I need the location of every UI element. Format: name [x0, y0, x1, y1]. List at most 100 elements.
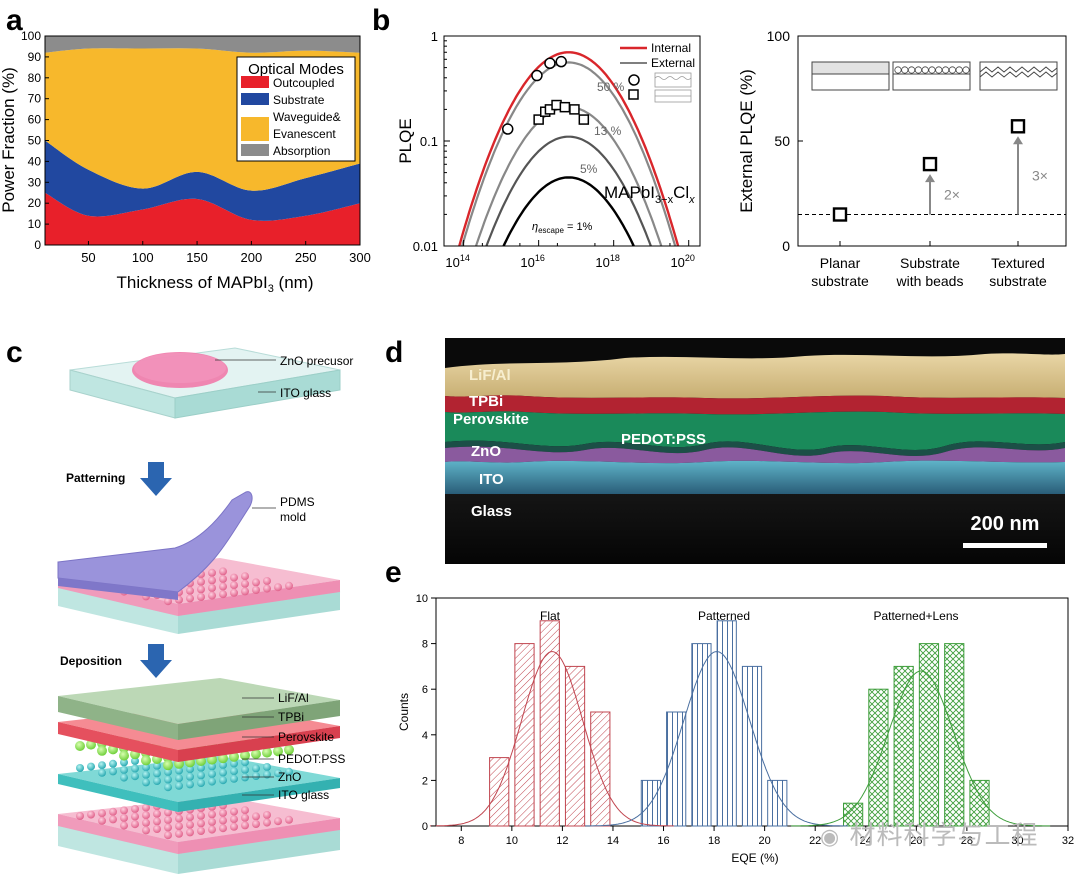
layer-label: Glass [471, 503, 512, 520]
layer-pedot [445, 440, 1065, 456]
stack-labels: LiF/Al TPBi Perovskite PEDOT:PSS ZnO ITO glas… [242, 691, 345, 802]
panel-a-legend-label: Evanescent [273, 127, 336, 141]
curve-1 [460, 61, 677, 246]
panel-c-fabrication-schematic: ZnO precusor ITO glass Patterning PDMS m… [57, 347, 353, 874]
panel-e-bars [489, 620, 990, 827]
panel-b2-category: with beads [896, 273, 964, 289]
panel-letter-d: d [385, 336, 404, 369]
panel-b-legend-internal: Internal [651, 41, 691, 55]
circle-marker [544, 57, 556, 70]
panel-e-xtick: 12 [556, 835, 568, 847]
label-mold: mold [280, 510, 306, 524]
layer-glass [445, 494, 1065, 564]
histogram-bar [514, 643, 535, 827]
panel-b-ytick: 0.1 [420, 134, 438, 149]
panel-a-ytick: 100 [21, 29, 41, 43]
layer-zno [445, 446, 1065, 464]
label-pdms: PDMS [280, 495, 315, 509]
plqe-marker [922, 156, 938, 172]
histogram-bar [564, 665, 586, 827]
stack-label: LiF/Al [278, 691, 309, 705]
fold-label: 2× [944, 186, 960, 202]
layer-lif-al [445, 353, 1065, 399]
panel-a-legend-label: Waveguide& [273, 110, 341, 124]
panel-b2-content: 0 50 100 Planar substrate Substrate with beads… [767, 28, 1066, 289]
panel-letter-c: c [6, 336, 23, 369]
panel-a-ytick: 0 [34, 238, 41, 252]
panel-a-ytick: 30 [28, 175, 42, 189]
stack-label: ZnO [278, 770, 301, 784]
panel-b2-ylabel: External PLQE (%) [737, 69, 756, 213]
panel-b-label-50: 50 % [597, 80, 625, 94]
area-substrate [45, 140, 360, 221]
panel-e-ytick: 8 [422, 639, 428, 651]
panel-e-ytick: 4 [422, 730, 428, 742]
stack-label: TPBi [278, 710, 304, 724]
panel-e-xtick: 14 [607, 835, 619, 847]
panel-letter-e: e [385, 556, 402, 589]
panel-e-ytick: 6 [422, 684, 428, 696]
panel-b-ticks: 1 0.1 0.01 1014 1016 1018 1020 [413, 29, 695, 270]
legend-swatch [241, 76, 269, 88]
panel-e-xtick: 24 [860, 835, 872, 847]
layer-label: LiF/Al [469, 367, 511, 384]
panel-e-xtick: 22 [809, 835, 821, 847]
fit-curve [429, 651, 674, 827]
panel-a-legend-label: Absorption [273, 144, 330, 158]
scale-bar [963, 543, 1047, 548]
panel-a-ytick: 60 [28, 113, 42, 127]
panel-e-fit-curves [429, 651, 1051, 827]
panel-e-xtick: 26 [910, 835, 922, 847]
panel-b2-category: Textured [991, 255, 1045, 271]
panel-b-xtick: 1018 [595, 253, 619, 270]
panel-e-xtick: 20 [759, 835, 771, 847]
panel-a-legend-label: Substrate [273, 93, 325, 107]
panel-b-curves [458, 51, 680, 246]
stack-label: Perovskite [278, 730, 334, 744]
layer-label: Perovskite [453, 411, 529, 428]
panel-a-ytick: 10 [28, 217, 42, 231]
panel-b-ylabel: PLQE [396, 118, 415, 163]
panel-b-ytick: 1 [431, 29, 438, 44]
curve-0 [458, 51, 680, 246]
plqe-marker [1010, 119, 1026, 134]
patterning-arrow [140, 462, 172, 496]
panel-e-xlabel: EQE (%) [731, 851, 778, 865]
panel-e-xtick: 18 [708, 835, 720, 847]
panel-b2-ytick: 0 [782, 238, 790, 254]
panel-b-plqe-chart: 1 0.1 0.01 1014 1016 1018 1020 PLQE Internal E… [396, 29, 701, 270]
panel-e-ylabel: Counts [397, 693, 411, 731]
histogram-bar [489, 757, 510, 827]
circle-marker [531, 69, 543, 82]
circle-marker [501, 123, 514, 135]
layer-label: PEDOT:PSS [621, 431, 706, 448]
label-patterning: Patterning [66, 471, 125, 485]
panel-letter-a: a [6, 4, 23, 37]
panel-b-legend-external: External [651, 56, 695, 70]
histogram-bar [691, 643, 712, 827]
panel-e-ytick: 0 [422, 821, 428, 833]
legend-swatch [241, 93, 269, 105]
fit-curve [585, 651, 849, 827]
histogram-bar [741, 665, 763, 827]
panel-b-label-5: 5% [580, 162, 598, 176]
stack-label: ITO glass [278, 788, 329, 802]
stack-label: PEDOT:PSS [278, 752, 345, 766]
panel-a-ytick: 40 [28, 154, 42, 168]
panel-e-xtick: 10 [506, 835, 518, 847]
panel-e-xtick: 30 [1011, 835, 1023, 847]
panel-a-legend-label: Outcoupled [273, 76, 334, 90]
area-absorption [45, 36, 360, 53]
panel-e-ytick: 2 [422, 775, 428, 787]
panel-a-ytick: 80 [28, 71, 42, 85]
deposition-arrow [140, 644, 172, 678]
panel-a-xtick: 150 [186, 250, 208, 265]
panel-a-xtick: 100 [132, 250, 154, 265]
step2-pdms [57, 491, 341, 634]
layer-label: ZnO [471, 443, 501, 460]
layer-perovskite [445, 411, 1065, 450]
